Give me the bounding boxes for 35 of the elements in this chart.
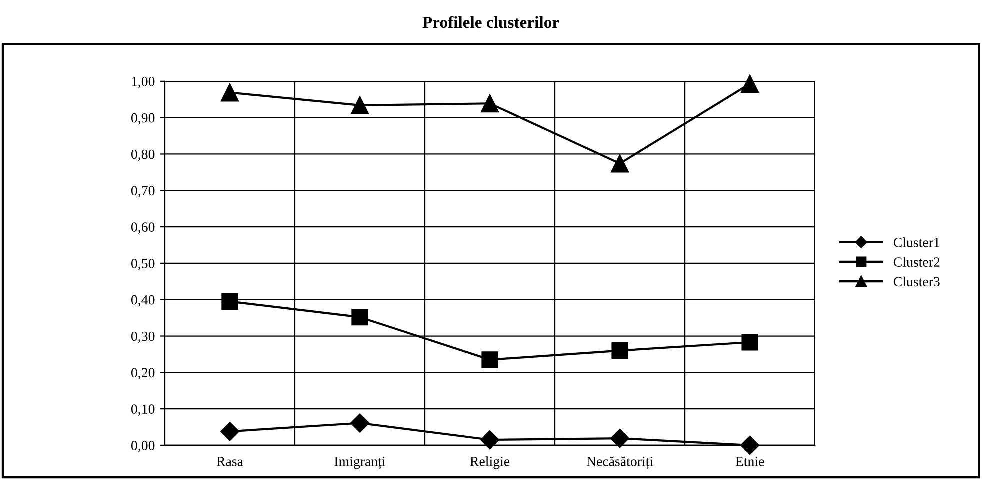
y-tick-label: 0,00 bbox=[131, 441, 155, 452]
point bbox=[610, 429, 630, 448]
point bbox=[220, 84, 240, 102]
point bbox=[350, 96, 370, 114]
point bbox=[482, 352, 498, 368]
legend-label: Cluster2 bbox=[894, 257, 940, 267]
y-tick-label: 0,60 bbox=[131, 222, 155, 234]
y-tick-label: 0,10 bbox=[131, 404, 155, 416]
point bbox=[611, 154, 630, 173]
point bbox=[741, 74, 760, 94]
point bbox=[352, 308, 368, 326]
x-tick-label: Necăsătoriți bbox=[586, 456, 654, 470]
legend-label: Cluster1 bbox=[894, 238, 940, 248]
y-tick-label: 0,40 bbox=[131, 295, 155, 307]
y-tick-label: 0,90 bbox=[131, 113, 155, 125]
point bbox=[222, 293, 238, 310]
legend-label: Cluster3 bbox=[894, 276, 940, 287]
point bbox=[612, 342, 628, 360]
point bbox=[220, 422, 240, 442]
y-tick-label: 1,00 bbox=[132, 77, 155, 88]
x-tick-label: Rasa bbox=[216, 457, 244, 466]
point bbox=[480, 430, 500, 450]
point bbox=[740, 436, 760, 456]
x-tick-label: Etnie bbox=[736, 457, 764, 466]
point bbox=[350, 414, 370, 433]
y-tick-label: 0,70 bbox=[131, 186, 155, 198]
y-tick-label: 0,30 bbox=[131, 332, 155, 344]
x-tick-label: Imigranți bbox=[334, 456, 386, 470]
y-tick-label: 0,20 bbox=[131, 368, 155, 380]
chart-title: Profilele clusterilor bbox=[422, 16, 560, 28]
x-tick-label: Religie bbox=[470, 456, 510, 470]
y-tick-label: 0,80 bbox=[131, 150, 155, 162]
y-tick-label: 0,50 bbox=[131, 259, 155, 270]
point bbox=[480, 94, 500, 113]
point bbox=[742, 334, 758, 351]
